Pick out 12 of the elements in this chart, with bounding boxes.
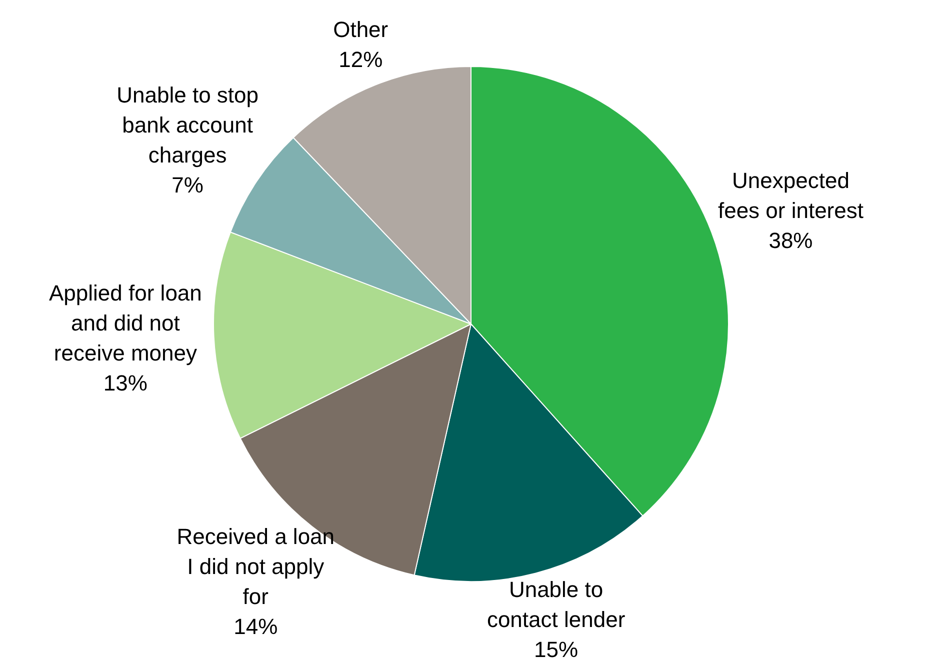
data-label: 15% [534,637,578,662]
slice-label: Applied for loan and did not receive money [49,280,202,366]
data-label: 7% [172,172,204,198]
slice-label: Other [333,17,388,42]
data-label: 12% [338,47,383,72]
data-label: 38% [768,228,813,253]
slice-label: Unable to contact lender [486,577,626,632]
slice-label: Unable to stop bank account charges [116,82,258,168]
slice-label: Unexpected fees or interest [718,168,864,223]
data-label: 14% [234,614,278,640]
data-label: 13% [103,370,148,396]
slice-label: Received a loan I did not apply for [176,524,335,610]
